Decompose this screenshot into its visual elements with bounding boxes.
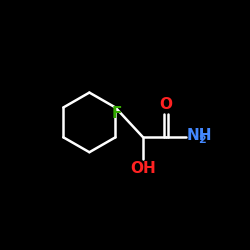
- Text: NH: NH: [186, 128, 212, 144]
- Text: 2: 2: [198, 135, 206, 145]
- Text: OH: OH: [130, 161, 156, 176]
- Text: O: O: [160, 97, 172, 112]
- Text: F: F: [111, 106, 122, 121]
